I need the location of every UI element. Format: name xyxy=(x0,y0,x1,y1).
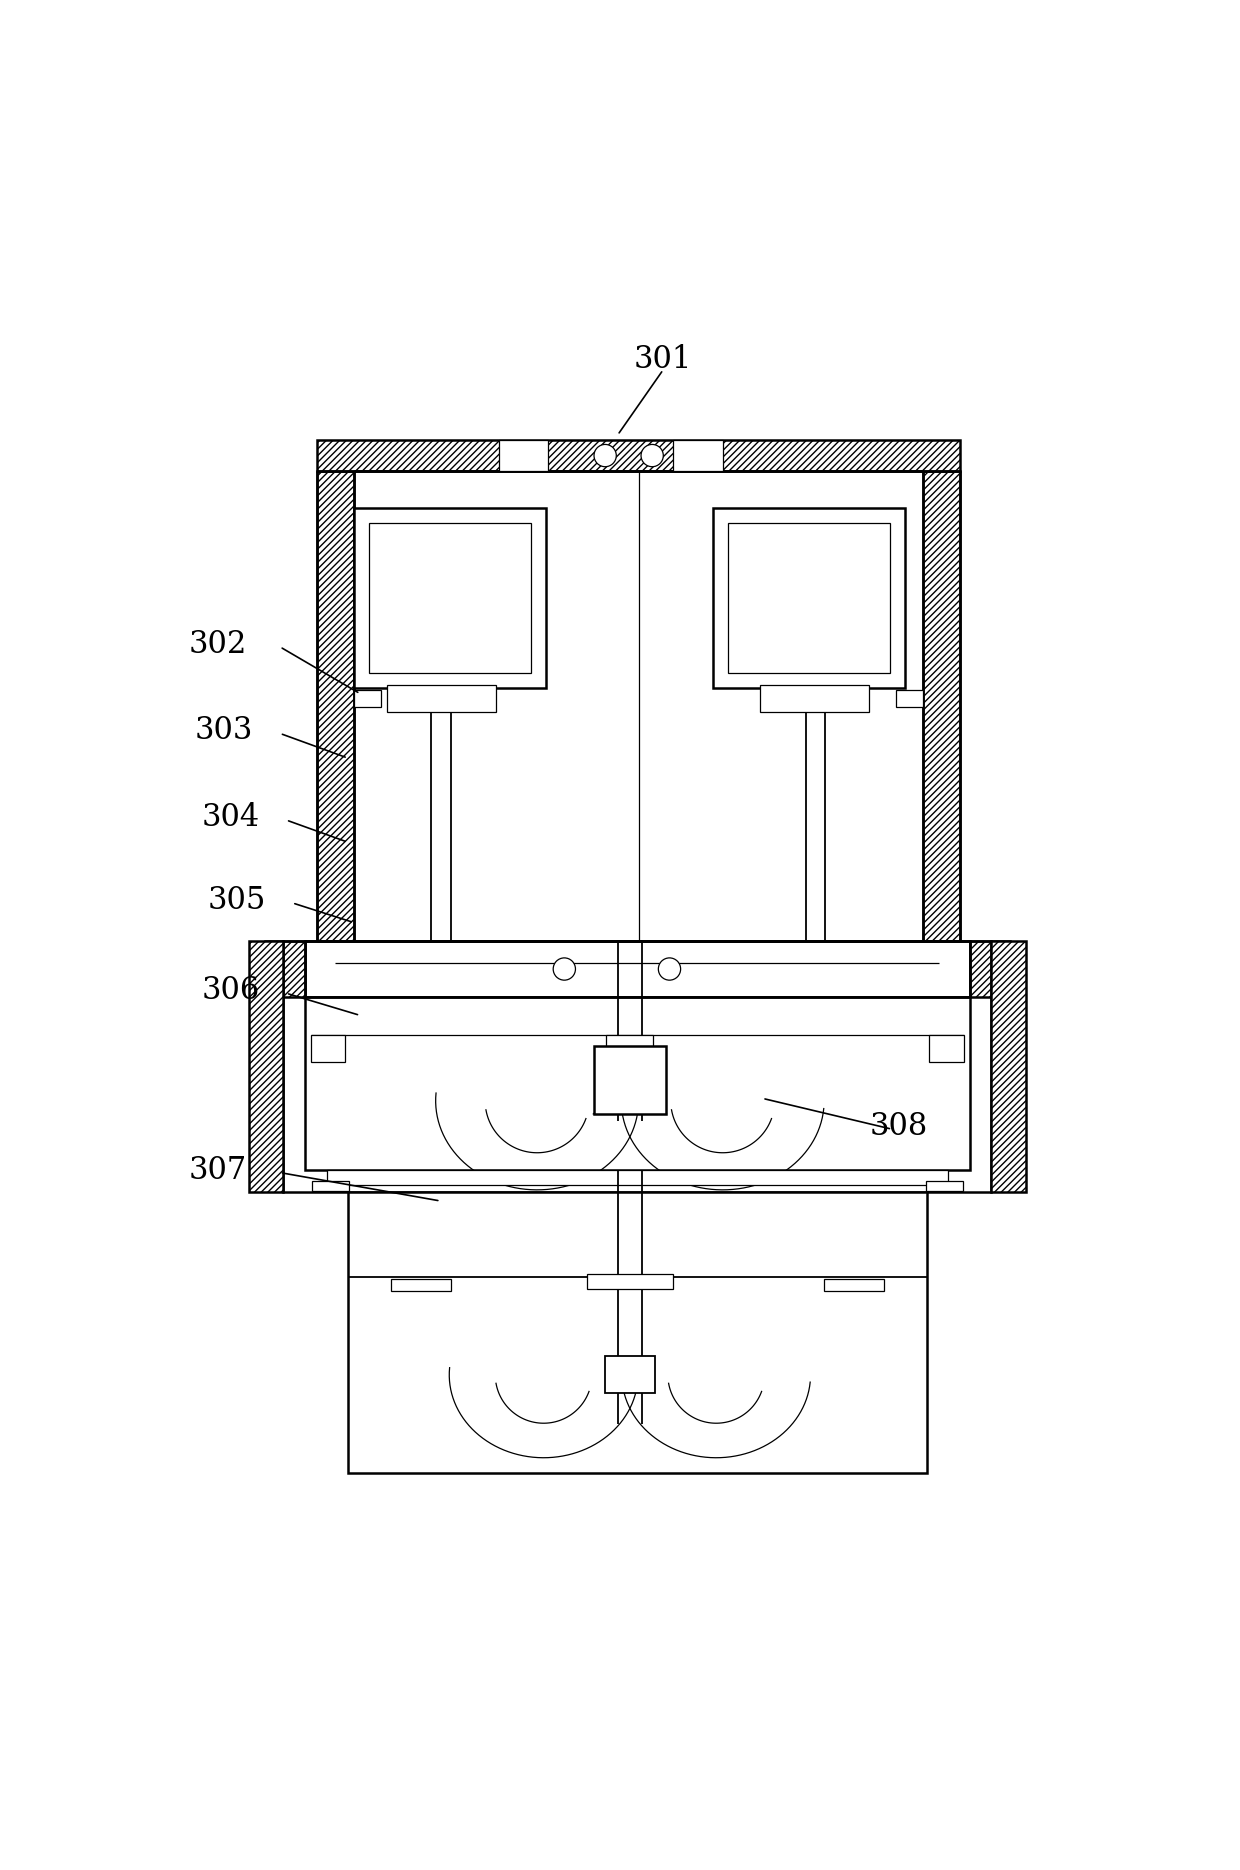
Text: 302: 302 xyxy=(188,628,247,660)
Bar xyxy=(317,471,353,941)
Bar xyxy=(265,941,305,997)
Bar xyxy=(249,941,284,1193)
Bar xyxy=(605,1356,655,1393)
Text: 303: 303 xyxy=(195,716,253,746)
Bar xyxy=(594,1047,666,1115)
Bar xyxy=(284,941,991,1193)
Bar xyxy=(606,1034,653,1049)
Bar xyxy=(387,684,496,712)
Bar xyxy=(317,439,960,471)
Bar xyxy=(305,997,970,1171)
Text: 305: 305 xyxy=(207,885,265,916)
Bar xyxy=(970,941,1009,997)
Bar xyxy=(311,1034,345,1062)
Circle shape xyxy=(641,445,663,468)
Bar xyxy=(305,941,970,997)
Text: 306: 306 xyxy=(201,974,259,1006)
Bar xyxy=(929,1034,963,1062)
Bar xyxy=(923,471,960,941)
Bar xyxy=(327,1171,947,1186)
Bar xyxy=(713,509,904,688)
Text: 304: 304 xyxy=(201,802,259,832)
Bar xyxy=(760,684,869,712)
Bar xyxy=(925,1182,962,1191)
Bar xyxy=(587,1273,673,1288)
Bar xyxy=(353,509,546,688)
Bar xyxy=(728,524,890,673)
Bar xyxy=(391,1279,450,1292)
Bar xyxy=(353,690,381,707)
Circle shape xyxy=(553,957,575,980)
Text: 301: 301 xyxy=(634,344,692,376)
Bar xyxy=(312,1182,348,1191)
Circle shape xyxy=(658,957,681,980)
Circle shape xyxy=(594,445,616,468)
Bar xyxy=(825,1279,884,1292)
Bar xyxy=(368,524,531,673)
Bar xyxy=(347,1193,926,1474)
Text: 308: 308 xyxy=(869,1111,928,1143)
Bar xyxy=(991,941,1025,1193)
Bar xyxy=(897,690,923,707)
Text: 307: 307 xyxy=(188,1154,247,1186)
Bar xyxy=(673,439,723,471)
Bar xyxy=(498,439,548,471)
